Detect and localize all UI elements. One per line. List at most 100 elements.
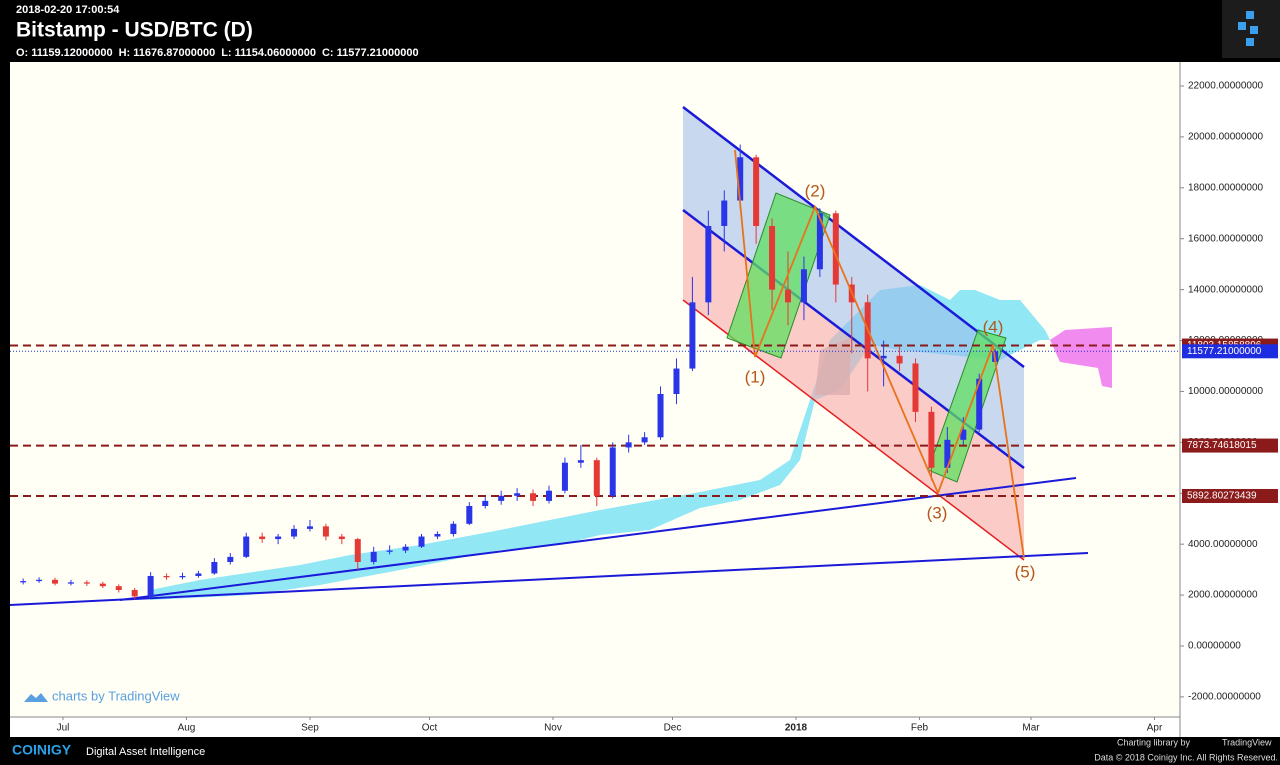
- y-tick-label: 0.00000000: [1188, 641, 1241, 652]
- candle-body: [561, 462, 568, 491]
- level-tag: [1182, 438, 1278, 453]
- candle-body: [306, 526, 313, 529]
- library-brand: TradingView: [1222, 737, 1272, 747]
- ohlc-value: 11676.87000000: [133, 47, 215, 59]
- candle-body: [769, 225, 776, 290]
- x-tick-label: Mar: [1022, 723, 1040, 734]
- candle-body: [753, 157, 760, 226]
- y-tick-label: 20000.00000000: [1188, 132, 1264, 143]
- level-label: 5892.80273439: [1187, 491, 1257, 502]
- x-tick-label: 2018: [785, 723, 808, 734]
- candle-body: [259, 536, 266, 540]
- candle-body: [227, 556, 234, 562]
- y-tick-label: -2000.00000000: [1188, 692, 1261, 703]
- y-tick-label: 14000.00000000: [1188, 284, 1264, 295]
- logo-mark: [1238, 22, 1246, 30]
- candle-body: [291, 528, 298, 537]
- tagline: Digital Asset Intelligence: [86, 746, 205, 758]
- candle-body: [785, 289, 792, 303]
- level-tag: [1182, 488, 1278, 503]
- x-tick-label: Nov: [544, 723, 562, 734]
- trendline: [9, 552, 1089, 606]
- candle-body: [450, 523, 457, 534]
- candle-body: [832, 213, 839, 285]
- trendline: [119, 477, 1077, 601]
- candle-body: [514, 493, 521, 496]
- candle-body: [466, 505, 473, 524]
- ohlc-value: 11154.06000000: [235, 47, 316, 59]
- candle-body: [482, 500, 489, 506]
- y-axis-panel: [1180, 62, 1280, 737]
- candle-body: [960, 429, 967, 440]
- timestamp: 2018-02-20 17:00:54: [16, 4, 120, 16]
- candle-body: [498, 495, 505, 501]
- x-axis-panel: [10, 717, 1180, 737]
- candle-body: [896, 355, 903, 364]
- x-tick-label: Aug: [178, 723, 196, 734]
- x-tick-label: Apr: [1147, 723, 1163, 734]
- x-tick-label: Oct: [422, 723, 438, 734]
- candle-body: [243, 536, 250, 557]
- candles: [20, 144, 999, 600]
- library-note: Charting library by: [1117, 737, 1191, 747]
- candle-body: [131, 589, 138, 597]
- candle-body: [115, 586, 122, 590]
- candle-body: [944, 439, 951, 468]
- candle-body: [147, 575, 154, 597]
- candle-body: [275, 536, 282, 540]
- candle-body: [545, 490, 552, 501]
- candle-body: [179, 575, 186, 578]
- candle-body: [322, 526, 329, 537]
- candle-body: [386, 550, 393, 552]
- candle-body: [52, 579, 59, 584]
- ohlc-value: 11159.12000000: [31, 47, 112, 59]
- y-tick-label: 22000.00000000: [1188, 81, 1264, 92]
- ohlc-legend: O: 11159.12000000 H: 11676.87000000 L: 11154.…: [16, 47, 419, 59]
- wave-label: (3): [927, 503, 948, 522]
- candle-body: [402, 546, 409, 551]
- candle-body: [530, 493, 537, 501]
- candle-body: [434, 533, 441, 537]
- x-tick-label: Feb: [911, 723, 929, 734]
- y-tick-label: 4000.00000000: [1188, 539, 1258, 550]
- y-tick-label: 16000.00000000: [1188, 233, 1264, 244]
- chart-title: Bitstamp - USD/BTC (D): [16, 19, 253, 42]
- candle-body: [912, 363, 919, 412]
- candle-body: [211, 561, 218, 574]
- wave-label: (2): [805, 181, 826, 200]
- candle-body: [36, 579, 43, 582]
- watermark: charts by TradingView: [24, 688, 180, 703]
- candle-body: [83, 582, 90, 584]
- last-price-tag: [1182, 344, 1278, 359]
- candle-body: [20, 581, 27, 583]
- candle-body: [880, 355, 887, 359]
- candle-body: [673, 368, 680, 394]
- candle-body: [705, 225, 712, 303]
- candle-body: [721, 200, 728, 226]
- ohlc-prefix: C:: [322, 47, 334, 59]
- candle-body: [67, 582, 74, 584]
- candle-body: [657, 393, 664, 438]
- candle-body: [976, 378, 983, 430]
- x-tick-label: Jul: [57, 723, 70, 734]
- copyright: Data © 2018 Coinigy Inc. All Rights Rese…: [1094, 752, 1278, 762]
- ohlc-prefix: H:: [119, 47, 131, 59]
- wave-label: (1): [745, 367, 766, 386]
- logo-mark: [1250, 26, 1258, 34]
- watermark-icon: [24, 693, 48, 702]
- y-tick-label: 18000.00000000: [1188, 182, 1264, 193]
- candle-body: [689, 302, 696, 369]
- candle-body: [641, 437, 648, 443]
- future-cloud: [1050, 327, 1112, 388]
- level-label: 7873.74618015: [1187, 440, 1257, 451]
- candle-body: [338, 536, 345, 540]
- wave-label: (4): [983, 317, 1004, 336]
- candle-body: [816, 213, 823, 270]
- ohlc-prefix: O:: [16, 47, 28, 59]
- candle-body: [99, 583, 106, 587]
- candle-body: [800, 269, 807, 303]
- x-tick-label: Sep: [301, 723, 319, 734]
- y-tick-label: 2000.00000000: [1188, 590, 1258, 601]
